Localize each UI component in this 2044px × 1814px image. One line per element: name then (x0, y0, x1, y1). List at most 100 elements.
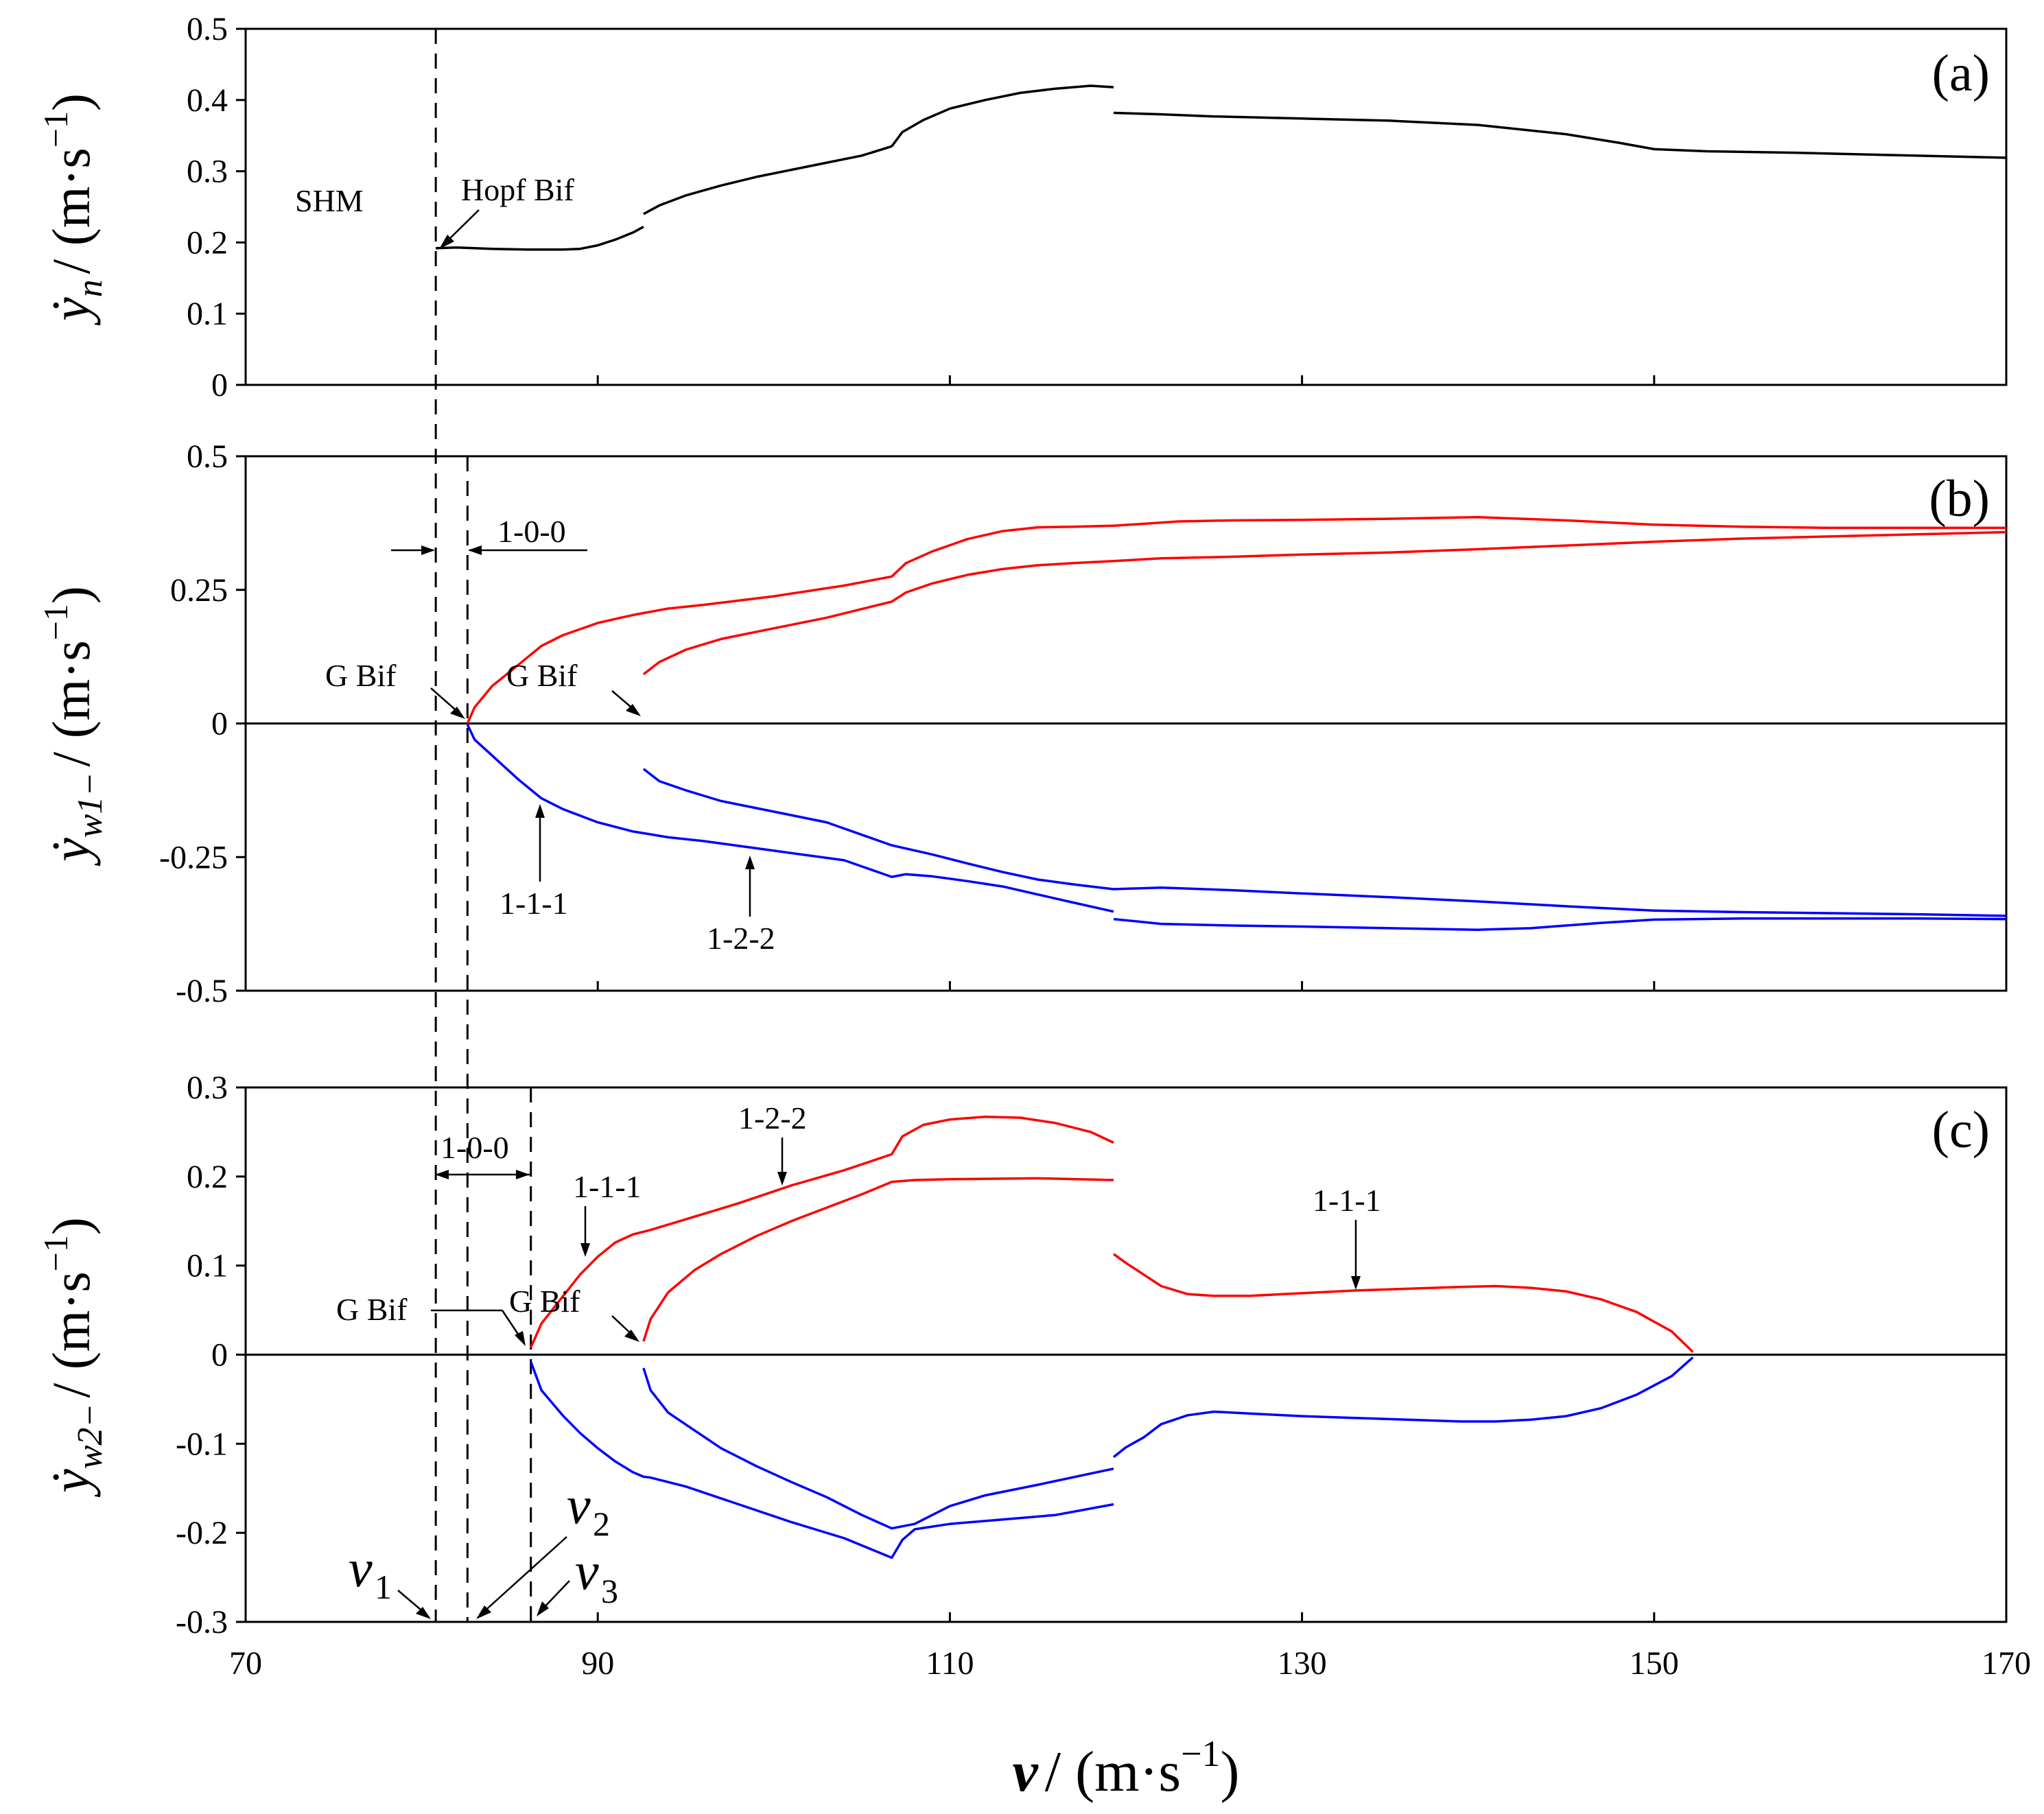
x-tick-label: 110 (926, 1645, 974, 1682)
ylabel-b-close: ) (41, 586, 101, 604)
vmark-v1-base: v (349, 1538, 373, 1598)
panel-c-upper-curve-0 (530, 1116, 1114, 1348)
panel-c-lower-curve-2 (1112, 1356, 1694, 1459)
panel-c-ytick-label: 0 (211, 1337, 228, 1374)
arrow-b-gbif-1 (430, 687, 465, 719)
vmark-v3: v 3 (537, 1541, 618, 1616)
svg-text:ẏn/ (m·s−1): ẏn / (m·s−1) (36, 93, 110, 326)
annot-shm: SHM (295, 183, 364, 218)
panel-b-label: (b) (1929, 470, 1990, 528)
annot-c-gbif-1: G Bif (336, 1292, 408, 1327)
panel-a-ydot_n-curve-0 (436, 226, 644, 251)
x-tick-label: 150 (1630, 1645, 1679, 1682)
xlabel-exp: −1 (1181, 1733, 1220, 1774)
vmark-v1-sub: 1 (375, 1568, 392, 1606)
arrow-hopf-bif (439, 209, 480, 249)
panel-a-ticks: 0 0.1 0.2 0.3 0.4 0.5 (187, 11, 1656, 403)
vmark-v2: v 2 (476, 1475, 610, 1619)
arrow-c-111-a (580, 1206, 590, 1257)
ylabel-a-exp: −1 (36, 111, 75, 148)
annot-b-100: 1-0-0 (497, 514, 566, 549)
panel-a-ytick-label: 0.4 (187, 82, 228, 119)
arrow-b-gbif-2 (611, 690, 641, 716)
panel-c-lower-curve-1 (642, 1367, 1114, 1530)
ylabel-c-exp: −1 (36, 1235, 75, 1271)
panel-c-upper-curve-1 (642, 1177, 1114, 1342)
panel-c-ytick-label: 0.2 (187, 1159, 228, 1195)
panel-c-ytick-label: -0.3 (176, 1604, 228, 1640)
arrow-c-122 (777, 1138, 787, 1186)
bracket-b-100 (391, 545, 587, 555)
svg-text:ẏw1−/ (m·s−1): ẏw1− / (m·s−1) (36, 586, 110, 867)
arrow-c-gbif-1 (431, 1309, 526, 1346)
svg-text:ẏw2−/ (m·s−1): ẏw2− / (m·s−1) (36, 1217, 110, 1498)
v-dashed-lines (434, 29, 532, 1622)
x-tick-label: 170 (1982, 1645, 2031, 1682)
panel-a-ytick-label: 0.2 (187, 224, 228, 261)
panel-a-ytick-label: 0.5 (187, 11, 228, 47)
panel-c-ytick-label: 0.1 (187, 1248, 228, 1284)
panel-b-ytick-label: -0.5 (176, 973, 228, 1009)
panel-c-lower-curve-0 (530, 1361, 1114, 1559)
xlabel-var: v (1012, 1740, 1039, 1804)
vmark-v2-base: v (567, 1475, 591, 1535)
panel-a-ydot_n-curve-3 (1113, 111, 2007, 159)
zero-lines (246, 722, 2006, 1356)
ylabel-b-var: ẏ (41, 838, 101, 867)
data-curves (436, 84, 2007, 1559)
arrow-c-111-b (1351, 1220, 1361, 1290)
ylabel-a-unit: / (m·s (41, 148, 101, 274)
ylabel-c-var: ẏ (41, 1469, 101, 1498)
annot-c-100: 1-0-0 (440, 1130, 509, 1165)
panel-c-ytick-label: -0.2 (176, 1515, 228, 1551)
panel-b-ytick-label: -0.25 (159, 839, 228, 875)
ylabel-b-unit: / (m·s (41, 640, 101, 766)
xlabel-unit: / (m·s (1045, 1740, 1181, 1804)
annot-b-gbif-2: G Bif (506, 658, 578, 693)
panel-c-label: (c) (1932, 1101, 1990, 1159)
ylabel-c-unit: / (m·s (41, 1271, 101, 1398)
panel-b-ytick-label: 0.25 (170, 572, 228, 609)
annot-c-122: 1-2-2 (738, 1100, 807, 1135)
ylabel-b-exp: −1 (36, 604, 75, 640)
panel-a-ytick-label: 0.3 (187, 154, 228, 190)
ylabel-a-var: ẏ (41, 297, 101, 326)
vmark-v3-base: v (575, 1541, 599, 1601)
arrow-b-122 (745, 856, 755, 917)
panel-b-lower-curve-1 (1113, 917, 2007, 931)
ylabel-c-close: ) (41, 1217, 101, 1235)
panel-b-ytick-label: 0 (211, 706, 228, 742)
annot-c-111-b: 1-1-1 (1313, 1183, 1381, 1218)
x-axis-label: v / (m·s−1) (1012, 1733, 1239, 1804)
panel-a-label: (a) (1932, 45, 1990, 102)
panel-b-upper-curve-1 (642, 530, 2007, 676)
panel-b-upper-curve-0 (466, 516, 2006, 725)
panel-a-frame (244, 27, 2008, 386)
annot-b-111: 1-1-1 (500, 886, 568, 921)
annot-b-gbif-1: G Bif (325, 658, 397, 693)
panel-a-ytick-label: 0 (211, 367, 228, 403)
panel-b-ytick-label: 0.5 (187, 438, 228, 475)
ylabel-a-close: ) (41, 93, 101, 111)
panel-a-ylabel: ẏn / (m·s−1) (36, 93, 110, 326)
panel-c-ytick-label: 0.3 (187, 1070, 228, 1106)
panel-c-ytick-label: -0.1 (176, 1426, 228, 1462)
x-tick-label: 90 (581, 1645, 614, 1682)
bracket-c-100 (435, 1170, 530, 1179)
vmark-v1: v 1 (349, 1538, 431, 1619)
arrow-b-111 (535, 804, 545, 882)
panel-c-ticks: -0.3 -0.2 -0.1 0 0.1 0.2 0.3 70 90 110 130 150 170 (176, 1070, 2031, 1682)
panel-a-ydot_n-curve-2 (891, 84, 1114, 148)
panel-b-ylabel: ẏw1− / (m·s−1) (36, 586, 110, 867)
annot-c-gbif-2: G Bif (509, 1284, 580, 1319)
panel-a-ydot_n-curve-1 (643, 145, 893, 215)
ylabel-b-sub: w1− (71, 772, 110, 838)
panel-b-ticks: -0.5 -0.25 0 0.25 0.5 (159, 438, 1656, 1009)
x-tick-label: 130 (1278, 1645, 1327, 1682)
vmark-v3-sub: 3 (601, 1572, 618, 1610)
panel-b-lower-curve-2 (642, 768, 2007, 917)
vmark-v2-sub: 2 (593, 1505, 610, 1543)
annot-b-122: 1-2-2 (707, 921, 775, 956)
annot-hopf-bif: Hopf Bif (461, 172, 575, 207)
